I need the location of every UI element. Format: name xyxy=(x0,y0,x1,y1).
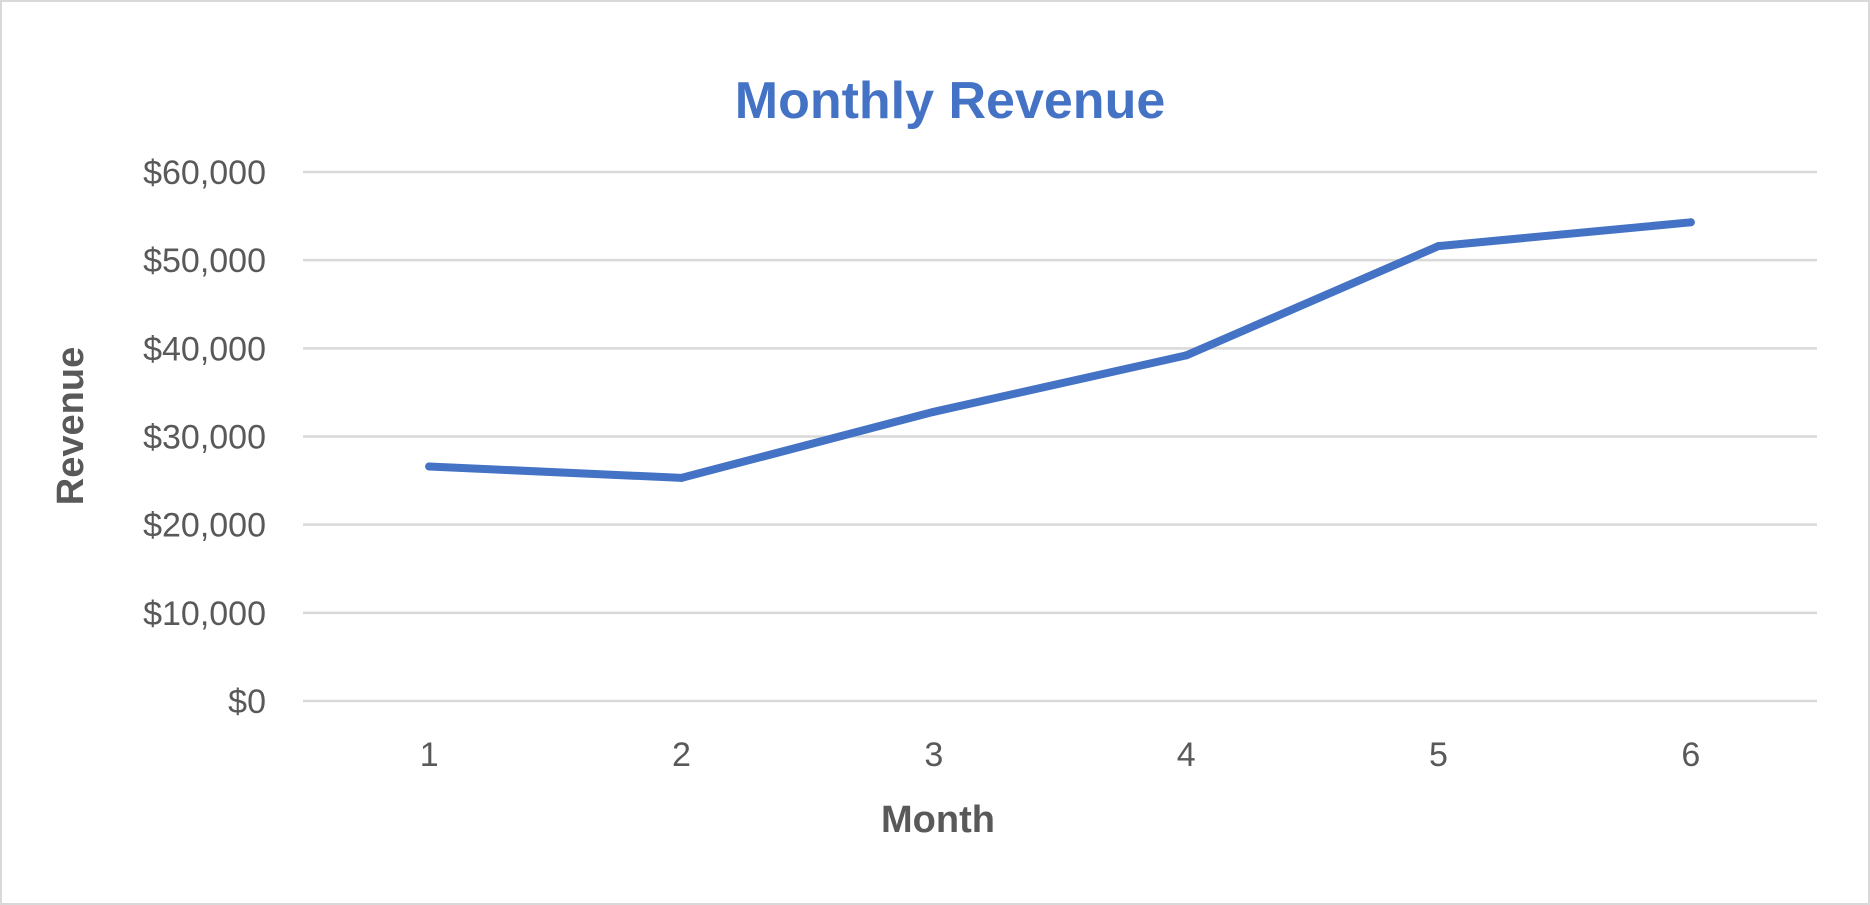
data-point xyxy=(1686,218,1695,227)
x-tick-label: 1 xyxy=(420,736,439,774)
y-axis-title: Revenue xyxy=(50,347,92,505)
data-point xyxy=(929,407,938,416)
y-tick-label: $40,000 xyxy=(143,330,266,368)
y-tick-label: $60,000 xyxy=(143,154,266,192)
data-point xyxy=(677,473,686,482)
y-tick-label: $0 xyxy=(228,683,266,721)
x-tick-label: 2 xyxy=(672,736,691,774)
chart-title: Monthly Revenue xyxy=(735,72,1166,130)
x-axis-title: Month xyxy=(881,799,995,841)
plot-series xyxy=(425,218,1695,482)
x-tick-label: 5 xyxy=(1429,736,1448,774)
data-point xyxy=(1182,351,1191,360)
y-tick-label: $30,000 xyxy=(143,419,266,457)
x-tick-label: 3 xyxy=(924,736,943,774)
gridlines xyxy=(303,170,1817,703)
y-tick-label: $10,000 xyxy=(143,595,266,633)
y-tick-label: $20,000 xyxy=(143,507,266,545)
y-axis-tick-labels: $0 $10,000 $20,000 $30,000 $40,000 $50,000 $60… xyxy=(143,154,266,721)
y-tick-label: $50,000 xyxy=(143,242,266,280)
data-point xyxy=(425,462,434,471)
x-axis-tick-labels: 1 2 3 4 5 6 xyxy=(420,736,1701,774)
x-tick-label: 6 xyxy=(1681,736,1700,774)
data-point xyxy=(1434,242,1443,251)
series-line xyxy=(425,218,1695,482)
x-tick-label: 4 xyxy=(1177,736,1196,774)
